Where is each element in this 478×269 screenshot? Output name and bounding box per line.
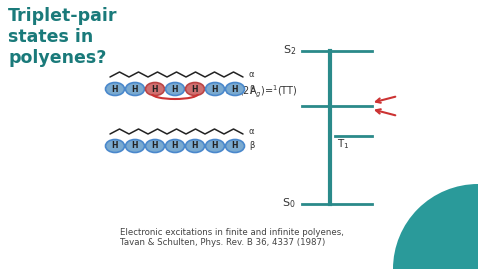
Text: H: H xyxy=(232,84,238,94)
Text: Electronic excitations in finite and infinite polyenes,
Tavan & Schulten, Phys. : Electronic excitations in finite and inf… xyxy=(120,228,344,247)
Ellipse shape xyxy=(226,83,245,95)
Text: S$_0$: S$_0$ xyxy=(282,196,296,210)
Ellipse shape xyxy=(185,83,205,95)
Text: H: H xyxy=(192,141,198,150)
Ellipse shape xyxy=(226,140,245,153)
Text: S$_2$: S$_2$ xyxy=(282,43,296,57)
Text: β: β xyxy=(249,141,254,150)
Text: α: α xyxy=(249,70,254,79)
Text: T$_1$: T$_1$ xyxy=(337,137,349,151)
Wedge shape xyxy=(393,184,478,269)
Ellipse shape xyxy=(206,83,225,95)
Text: H: H xyxy=(112,141,118,150)
Text: β: β xyxy=(249,84,254,94)
Text: H: H xyxy=(172,141,178,150)
Ellipse shape xyxy=(185,140,205,153)
Text: H: H xyxy=(152,84,158,94)
Ellipse shape xyxy=(145,140,164,153)
Text: H: H xyxy=(212,141,218,150)
Ellipse shape xyxy=(106,140,124,153)
Ellipse shape xyxy=(106,83,124,95)
Text: Triplet-pair
states in
polyenes?: Triplet-pair states in polyenes? xyxy=(8,7,118,67)
Text: H: H xyxy=(172,84,178,94)
Ellipse shape xyxy=(206,140,225,153)
Ellipse shape xyxy=(126,140,144,153)
Text: H: H xyxy=(132,141,138,150)
Text: H: H xyxy=(232,141,238,150)
Text: H: H xyxy=(152,141,158,150)
Text: H: H xyxy=(212,84,218,94)
Text: H: H xyxy=(132,84,138,94)
Ellipse shape xyxy=(126,83,144,95)
Text: H: H xyxy=(112,84,118,94)
Text: H: H xyxy=(192,84,198,94)
Ellipse shape xyxy=(165,83,185,95)
Text: S$_1$ (2A$_g$)=$^1$(TT): S$_1$ (2A$_g$)=$^1$(TT) xyxy=(225,84,298,100)
Text: α: α xyxy=(249,127,254,136)
Ellipse shape xyxy=(165,140,185,153)
Ellipse shape xyxy=(145,83,164,95)
